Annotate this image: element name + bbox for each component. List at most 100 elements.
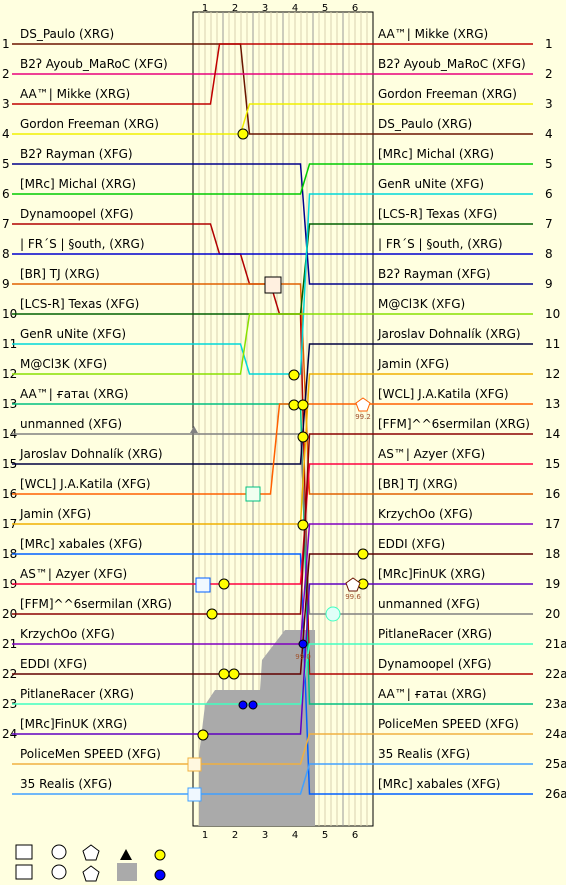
yellow-flag-marker <box>206 608 218 620</box>
position-right: 16 <box>545 487 560 501</box>
position-right: 1 <box>545 37 553 51</box>
series-line <box>12 373 533 525</box>
lap-time-annotation: 99.2 <box>355 413 371 421</box>
series-line <box>12 223 533 675</box>
finish-label: 35 Realis (XFG) <box>378 747 470 761</box>
legend-gap-icon <box>117 863 137 881</box>
series-line <box>12 763 533 795</box>
start-label: AS™| Azyer (XFG) <box>20 567 127 581</box>
finish-label: PitlaneRacer (XRG) <box>378 627 492 641</box>
position-left: 18 <box>2 547 17 561</box>
start-label: [MRc]FinUK (XRG) <box>20 717 127 731</box>
x-tick-top: 5 <box>322 3 328 14</box>
position-right: 9 <box>545 277 553 291</box>
x-tick-bottom: 2 <box>232 830 238 841</box>
x-tick-top: 6 <box>352 3 358 14</box>
start-label: PoliceMen SPEED (XFG) <box>20 747 161 761</box>
series-line <box>12 343 533 465</box>
start-label: [MRc] xabales (XFG) <box>20 537 142 551</box>
series-line <box>12 403 533 705</box>
position-right: 6 <box>545 187 553 201</box>
position-left: 23 <box>2 697 17 711</box>
legend-yellow-icon <box>154 849 166 861</box>
position-left: 6 <box>2 187 10 201</box>
start-label: Gordon Freeman (XRG) <box>20 117 159 131</box>
blue-flag-marker <box>248 700 258 710</box>
finish-label: KrzychOo (XFG) <box>378 507 473 521</box>
legend-blue-icon <box>154 869 166 881</box>
position-right: 3 <box>545 97 553 111</box>
finish-label: [MRc] Michal (XRG) <box>378 147 494 161</box>
pit-circle-marker <box>325 606 341 622</box>
x-tick-top: 2 <box>232 3 238 14</box>
series-line <box>12 43 533 135</box>
finish-label: | FR´S | §outh, (XRG) <box>378 237 503 251</box>
position-right: 26a <box>545 787 566 801</box>
pit-stop-marker <box>187 787 202 802</box>
legend-pentagon-icon <box>82 844 100 861</box>
lap-time-annotation: 99.6 <box>345 593 361 601</box>
x-tick-bottom: 5 <box>322 830 328 841</box>
finish-label: B2ʔ Ayoub_MaRoC (XFG) <box>378 57 526 71</box>
position-left: 14 <box>2 427 17 441</box>
position-left: 17 <box>2 517 17 531</box>
finish-label: [MRc]FinUK (XRG) <box>378 567 485 581</box>
finish-label: PoliceMen SPEED (XFG) <box>378 717 519 731</box>
finish-label: [BR] TJ (XRG) <box>378 477 458 491</box>
position-right: 22a <box>545 667 566 681</box>
legend-pentagon-icon <box>82 865 100 882</box>
lap-time-annotation: 99.0 <box>295 653 311 661</box>
position-left: 15 <box>2 457 17 471</box>
position-right: 11 <box>545 337 560 351</box>
x-tick-bottom: 3 <box>262 830 268 841</box>
pit-stop-marker <box>245 486 261 502</box>
pit-stop-marker <box>195 577 211 593</box>
finish-label: DS_Paulo (XRG) <box>378 117 472 131</box>
position-right: 2 <box>545 67 553 81</box>
position-left: 2 <box>2 67 10 81</box>
legend-square-icon <box>15 864 33 880</box>
position-left: 8 <box>2 247 10 261</box>
x-tick-top: 1 <box>202 3 208 14</box>
series-line <box>12 313 533 375</box>
finish-label: [WCL] J.A.Katila (XFG) <box>378 387 509 401</box>
position-right: 19 <box>545 577 560 591</box>
x-tick-top: 4 <box>292 3 298 14</box>
x-tick-top: 3 <box>262 3 268 14</box>
position-right: 17 <box>545 517 560 531</box>
position-right: 14 <box>545 427 560 441</box>
yellow-flag-marker <box>357 548 369 560</box>
pit-stop-marker <box>264 276 282 294</box>
position-left: 7 <box>2 217 10 231</box>
position-right: 23a <box>545 697 566 711</box>
start-label: AA™| ғатаι (XRG) <box>20 387 129 401</box>
series-line <box>12 43 533 105</box>
finish-label: [MRc] xabales (XFG) <box>378 777 500 791</box>
finish-label: Dynamoopel (XFG) <box>378 657 492 671</box>
yellow-flag-marker <box>197 729 209 741</box>
start-label: Dynamoopel (XFG) <box>20 207 134 221</box>
position-right: 4 <box>545 127 553 141</box>
start-label: Jaroslav Dohnalík (XRG) <box>19 447 163 461</box>
position-left: 20 <box>2 607 17 621</box>
start-label: AA™| Mikke (XRG) <box>20 87 130 101</box>
start-label: unmanned (XFG) <box>20 417 122 431</box>
finish-label: Jaroslav Dohnalík (XRG) <box>377 327 521 341</box>
position-left: 24 <box>2 727 17 741</box>
gap-area <box>199 630 315 826</box>
legend-circle-icon <box>51 844 67 860</box>
series-line <box>12 553 533 795</box>
yellow-flag-marker <box>237 128 249 140</box>
position-left: 5 <box>2 157 10 171</box>
yellow-flag-marker <box>297 399 309 411</box>
position-left: 16 <box>2 487 17 501</box>
start-label: 35 Realis (XFG) <box>20 777 112 791</box>
series-line <box>12 553 533 675</box>
position-right: 18 <box>545 547 560 561</box>
position-left: 11 <box>2 337 17 351</box>
position-right: 12 <box>545 367 560 381</box>
start-label: KrzychOo (XFG) <box>20 627 115 641</box>
x-tick-bottom: 4 <box>292 830 298 841</box>
finish-label: unmanned (XFG) <box>378 597 480 611</box>
